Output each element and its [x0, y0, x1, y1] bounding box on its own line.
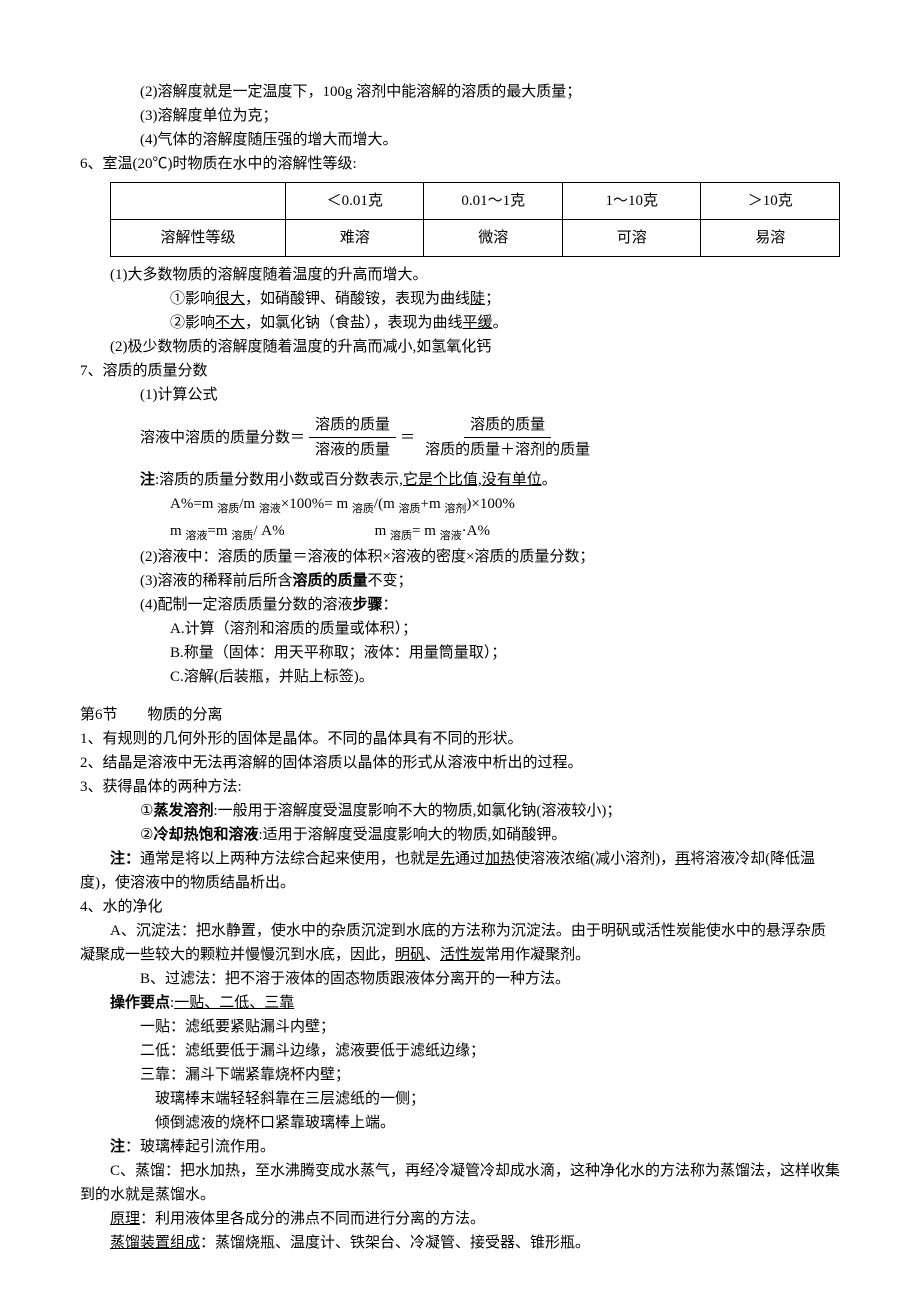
- equation: A%=m 溶质/m 溶液×100%= m 溶质/(m 溶质+m 溶剂)×100%: [80, 492, 840, 519]
- text-line: (1)计算公式: [80, 383, 840, 407]
- table-cell: 微溶: [424, 220, 563, 257]
- text-line: (2)溶解度就是一定温度下，100g 溶剂中能溶解的溶质的最大质量；: [80, 80, 840, 104]
- text-line: (3)溶液的稀释前后所含溶质的质量不变；: [80, 569, 840, 593]
- text-line: ①蒸发溶剂:一般用于溶解度受温度影响不大的物质,如氯化钠(溶液较小)；: [80, 799, 840, 823]
- text-line: 注：通常是将以上两种方法综合起来使用，也就是先通过加热使溶液浓缩(减小溶剂)，再…: [80, 847, 840, 895]
- table-cell: ＜0.01克: [285, 183, 424, 220]
- text-line: 一贴：滤纸要紧贴漏斗内壁；: [80, 1015, 840, 1039]
- text-line: (3)溶解度单位为克；: [80, 104, 840, 128]
- text-line: C、蒸馏：把水加热，至水沸腾变成水蒸气，再经冷凝管冷却成水滴，这种净化水的方法称…: [80, 1159, 840, 1207]
- table-cell: 可溶: [562, 220, 701, 257]
- table-row: 溶解性等级 难溶 微溶 可溶 易溶: [111, 220, 840, 257]
- table-cell: 难溶: [285, 220, 424, 257]
- table-row: ＜0.01克 0.01～1克 1～10克 ＞10克: [111, 183, 840, 220]
- text-line: (4)气体的溶解度随压强的增大而增大。: [80, 128, 840, 152]
- text-line: 3、获得晶体的两种方法:: [80, 775, 840, 799]
- table-cell: 易溶: [701, 220, 840, 257]
- solubility-table: ＜0.01克 0.01～1克 1～10克 ＞10克 溶解性等级 难溶 微溶 可溶…: [110, 182, 840, 257]
- text-line: B、过滤法：把不溶于液体的固态物质跟液体分离开的一种方法。: [80, 967, 840, 991]
- text-line: (4)配制一定溶质质量分数的溶液步骤：: [80, 593, 840, 617]
- text-line: 玻璃棒末端轻轻斜靠在三层滤纸的一侧；: [80, 1087, 840, 1111]
- table-cell: [111, 183, 286, 220]
- section-6-title: 6、室温(20℃)时物质在水中的溶解性等级:: [80, 152, 840, 176]
- text-line: 二低：滤纸要低于漏斗边缘，滤液要低于滤纸边缘；: [80, 1039, 840, 1063]
- text-line: 操作要点:一贴、二低、三靠: [80, 991, 840, 1015]
- text-line: ②影响不大，如氯化钠（食盐），表现为曲线平缓。: [80, 311, 840, 335]
- text-line: 倾倒滤液的烧杯口紧靠玻璃棒上端。: [80, 1111, 840, 1135]
- table-cell: ＞10克: [701, 183, 840, 220]
- formula: 溶液中溶质的质量分数＝ 溶质的质量 溶液的质量 ＝ 溶质的质量 溶质的质量＋溶剂…: [80, 413, 840, 462]
- section-6b-title: 第6节 物质的分离: [80, 703, 840, 727]
- equation: m 溶液=m 溶质/ A% m 溶质= m 溶液·A%: [80, 519, 840, 546]
- text-line: 注：玻璃棒起引流作用。: [80, 1135, 840, 1159]
- text-line: 1、有规则的几何外形的固体是晶体。不同的晶体具有不同的形状。: [80, 727, 840, 751]
- text-line: ②冷却热饱和溶液:适用于溶解度受温度影响大的物质,如硝酸钾。: [80, 823, 840, 847]
- text-line: 2、结晶是溶液中无法再溶解的固体溶质以晶体的形式从溶液中析出的过程。: [80, 751, 840, 775]
- text-line: (2)溶液中：溶质的质量＝溶液的体积×溶液的密度×溶质的质量分数；: [80, 545, 840, 569]
- table-cell: 1～10克: [562, 183, 701, 220]
- text-line: (1)大多数物质的溶解度随着温度的升高而增大。: [80, 263, 840, 287]
- table-cell: 0.01～1克: [424, 183, 563, 220]
- table-cell: 溶解性等级: [111, 220, 286, 257]
- text-line: (2)极少数物质的溶解度随着温度的升高而减小,如氢氧化钙: [80, 335, 840, 359]
- section-4-title: 4、水的净化: [80, 895, 840, 919]
- text-line: 三靠：漏斗下端紧靠烧杯内壁；: [80, 1063, 840, 1087]
- text-line: 原理：利用液体里各成分的沸点不同而进行分离的方法。: [80, 1207, 840, 1231]
- section-7-title: 7、溶质的质量分数: [80, 359, 840, 383]
- text-line: A、沉淀法：把水静置，使水中的杂质沉淀到水底的方法称为沉淀法。由于明矾或活性炭能…: [80, 919, 840, 967]
- text-line: B.称量（固体：用天平称取；液体：用量筒量取）；: [80, 641, 840, 665]
- text-line: 注:溶质的质量分数用小数或百分数表示,它是个比值,没有单位。: [80, 468, 840, 492]
- text-line: ①影响很大，如硝酸钾、硝酸铵，表现为曲线陡；: [80, 287, 840, 311]
- text-line: C.溶解(后装瓶，并贴上标签)。: [80, 665, 840, 689]
- text-line: 蒸馏装置组成：蒸馏烧瓶、温度计、铁架台、冷凝管、接受器、锥形瓶。: [80, 1231, 840, 1255]
- text-line: A.计算（溶剂和溶质的质量或体积）；: [80, 617, 840, 641]
